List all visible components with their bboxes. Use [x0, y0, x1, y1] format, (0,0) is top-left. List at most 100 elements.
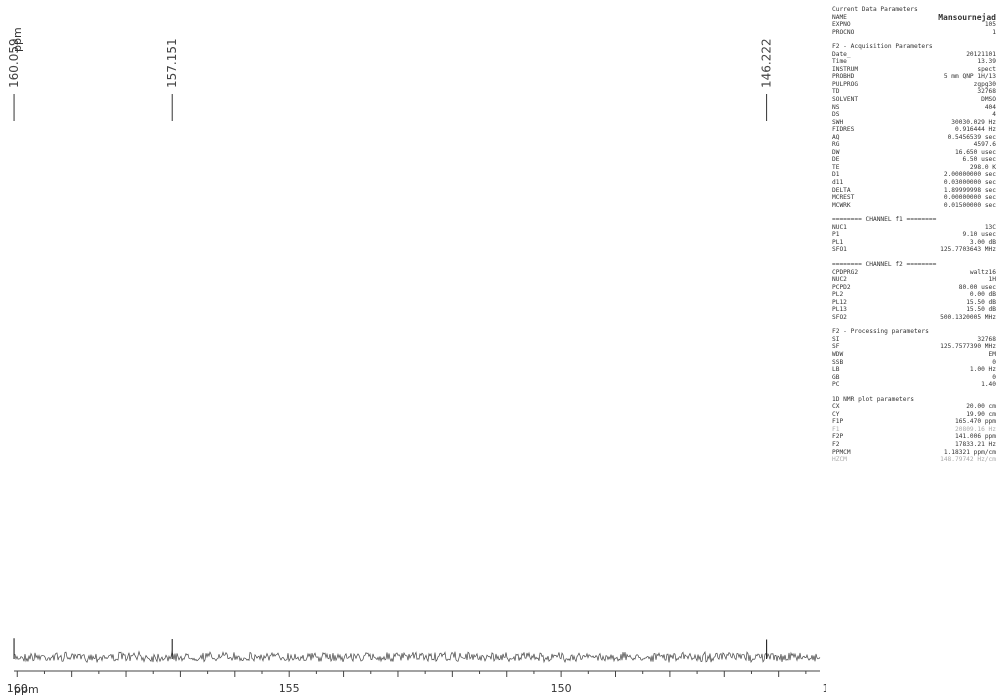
param-key: GB [832, 373, 840, 381]
spectrum-trace-group [13, 638, 821, 664]
param-value: Mansournejad [938, 12, 996, 22]
param-key: Time [832, 58, 847, 66]
param-row: PCPD2 80.00 usec [832, 284, 996, 292]
param-row: SFO2 500.1320005 MHz [832, 314, 996, 322]
param-section-title: 1D NMR plot parameters [832, 395, 914, 403]
param-value: 1.00 Hz [969, 366, 996, 374]
peak-label: 160.059 [7, 38, 21, 88]
param-key: FIDRES [832, 126, 855, 134]
param-row: PL2 0.00 dB [832, 291, 996, 299]
param-value: 1.40 [981, 381, 996, 389]
param-row: TE 298.0 K [832, 164, 996, 172]
param-value: 298.0 K [969, 163, 996, 171]
param-row: NUC1 13C [832, 224, 996, 232]
param-key: PL13 [832, 306, 847, 314]
param-value: 404 [984, 103, 996, 111]
param-row: HZCM 148.79742 Hz/cm [832, 456, 996, 464]
param-row: SFO1 125.7703643 MHz [832, 246, 996, 254]
param-row: P1 9.10 usec [832, 231, 996, 239]
param-value: 15.50 dB [966, 298, 996, 306]
param-row: D1 2.00000000 sec [832, 171, 996, 179]
param-key: PROCNO [832, 28, 855, 36]
param-row: d11 0.03000000 sec [832, 179, 996, 187]
param-key: HZCM [832, 456, 847, 464]
param-row: MCREST 0.00000000 sec [832, 194, 996, 202]
param-key: SFO2 [832, 313, 847, 321]
spectrum-trace [13, 650, 821, 664]
param-value: 6.50 usec [962, 156, 996, 164]
param-row: NAME Mansournejad [832, 12, 996, 22]
param-value: 80.00 usec [958, 283, 996, 291]
param-row: PPMCM 1.18321 ppm/cm [832, 449, 996, 457]
param-key: PULPROG [832, 80, 859, 88]
param-value: 13.39 [977, 58, 996, 66]
param-key: NS [832, 103, 840, 111]
param-key: CPDPRG2 [832, 268, 859, 276]
param-value: 16.650 usec [955, 148, 996, 156]
param-key: F2P [832, 433, 844, 441]
param-value: 20.00 cm [966, 403, 996, 411]
param-key: PROBHD [832, 73, 855, 81]
param-section-title: ======== CHANNEL f2 ======== [832, 260, 937, 268]
param-key: PL2 [832, 291, 844, 299]
param-key: WDW [832, 350, 844, 358]
param-section-title: Current Data Parameters [832, 6, 918, 13]
param-key: DELTA [832, 186, 851, 194]
param-row: F2P 141.006 ppm [832, 433, 996, 441]
param-key: INSTRUM [832, 65, 859, 73]
param-key: PL1 [832, 238, 844, 246]
param-row: PL12 15.50 dB [832, 299, 996, 307]
acquisition-parameters-panel: Current Data Parameters NAME Mansournejad E… [832, 6, 996, 471]
param-section: 1D NMR plot parameters CX 20.00 cm CY 19.90 … [832, 396, 996, 464]
param-row: SWH 30030.029 Hz [832, 119, 996, 127]
param-value: 165.470 ppm [955, 418, 996, 426]
param-row: DS 4 [832, 111, 996, 119]
param-row: SI 32768 [832, 336, 996, 344]
x-tick-label: 155 [279, 682, 300, 695]
param-value: 1.89999998 sec [943, 186, 996, 194]
param-section: Current Data Parameters NAME Mansournejad E… [832, 6, 996, 36]
param-row: PROBHD 5 mm QNP 1H/13 [832, 73, 996, 81]
param-value: 20121101 [966, 50, 996, 58]
param-row: CX 20.00 cm [832, 403, 996, 411]
param-key: EXPNO [832, 21, 851, 29]
param-row: Date_ 20121101 [832, 51, 996, 59]
param-key: RG [832, 141, 840, 149]
param-value: 0.00 dB [969, 291, 996, 299]
param-value: 0.00000000 sec [943, 194, 996, 202]
param-value: zgpg30 [973, 80, 996, 88]
param-key: TD [832, 88, 840, 96]
param-key: SWH [832, 118, 844, 126]
param-value: 4 [992, 111, 996, 119]
param-key: MCREST [832, 194, 855, 202]
param-key: LB [832, 366, 840, 374]
param-value: 1H [988, 276, 996, 284]
param-value: 125.7577390 MHz [940, 343, 996, 351]
param-row: INSTRUM spect [832, 66, 996, 74]
param-value: 105 [984, 21, 996, 29]
param-key: NAME [832, 13, 847, 21]
param-section: ======== CHANNEL f1 ======== NUC1 13C P1 9.1… [832, 216, 996, 254]
param-value: 2.00000000 sec [943, 171, 996, 179]
param-key: PCPD2 [832, 283, 851, 291]
param-row: DW 16.650 usec [832, 149, 996, 157]
param-value: 20809.16 Hz [955, 425, 996, 433]
param-key: F1 [832, 425, 840, 433]
param-row: WDW EM [832, 351, 996, 359]
param-key: PPMCM [832, 448, 851, 456]
x-axis-label: ppm [14, 683, 39, 696]
param-key: SF [832, 343, 840, 351]
param-key: d11 [832, 179, 844, 187]
param-row: TD 32768 [832, 88, 996, 96]
param-row: NUC2 1H [832, 276, 996, 284]
param-row: DELTA 1.89999998 sec [832, 187, 996, 195]
param-row: F1 20809.16 Hz [832, 426, 996, 434]
param-value: 148.79742 Hz/cm [940, 456, 996, 464]
param-key: MCWRK [832, 201, 851, 209]
param-row: EXPNO 105 [832, 21, 996, 29]
param-section-title: F2 - Processing parameters [832, 328, 929, 336]
param-value: 0.916444 Hz [955, 126, 996, 134]
param-value: 4597.6 [973, 141, 996, 149]
